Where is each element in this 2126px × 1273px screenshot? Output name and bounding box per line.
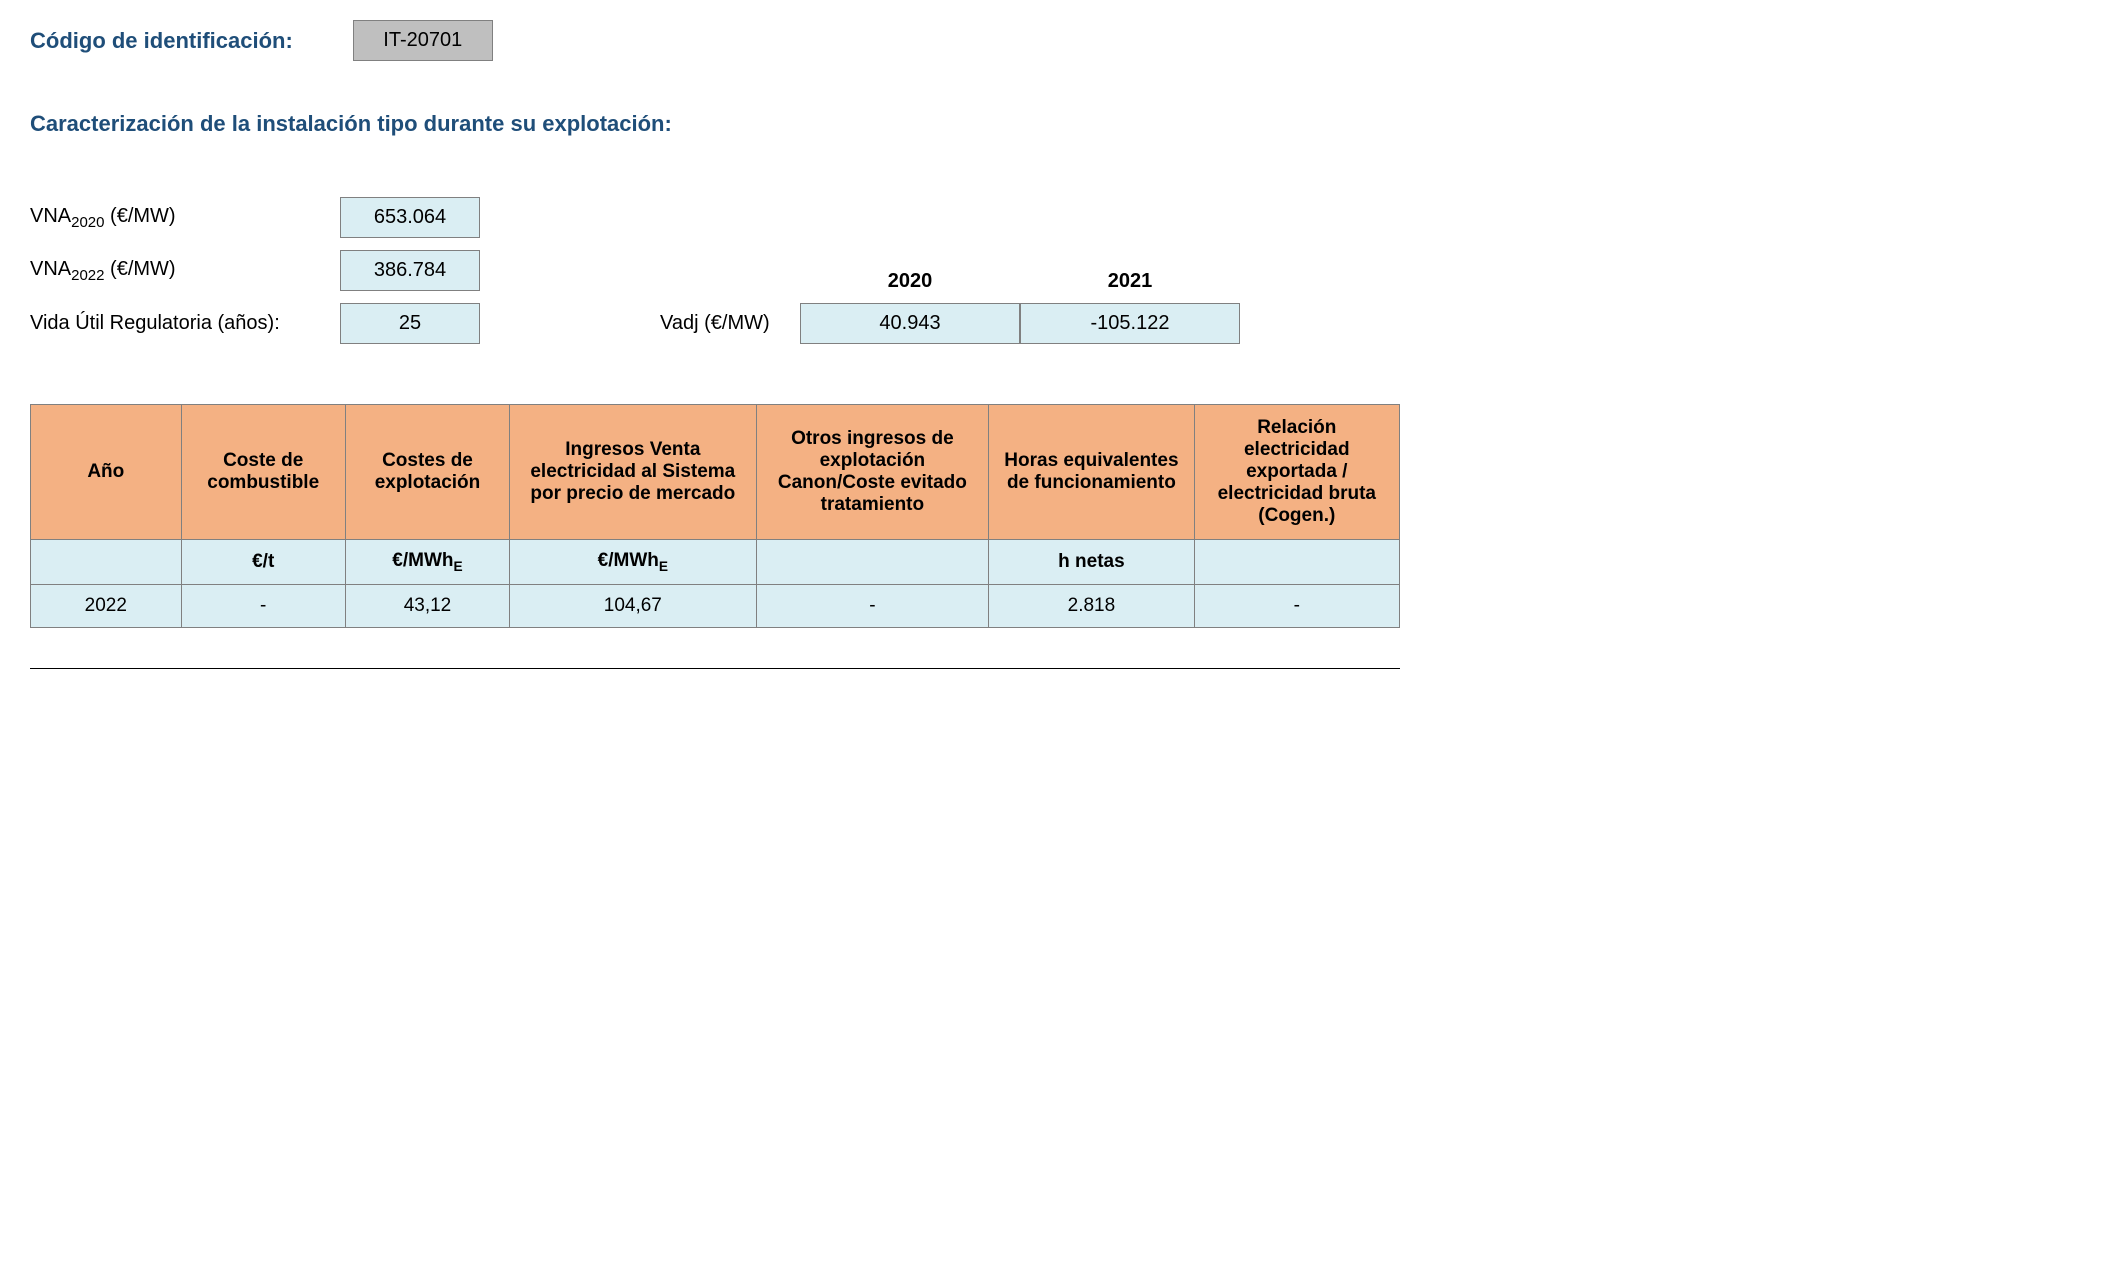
table-cell-0-5: 2.818 — [989, 584, 1194, 627]
table-row: 2022-43,12104,67-2.818- — [31, 584, 1400, 627]
vna2022-label-pre: VNA — [30, 258, 71, 280]
vadj-label: Vadj (€/MW) — [660, 312, 800, 335]
params-left: VNA2020 (€/MW) 653.064 VNA2022 (€/MW) 38… — [30, 197, 480, 344]
vna2020-label-post: (€/MW) — [105, 205, 176, 227]
table-cell-0-6: - — [1194, 584, 1399, 627]
table-header-4: Otros ingresos de explotación Canon/Cost… — [756, 405, 989, 540]
table-header-row: AñoCoste de combustibleCostes de explota… — [31, 405, 1400, 540]
section-title: Caracterización de la instalación tipo d… — [30, 111, 2096, 137]
table-header-3: Ingresos Venta electricidad al Sistema p… — [510, 405, 756, 540]
code-label: Código de identificación: — [30, 28, 293, 54]
table-unit-0 — [31, 540, 182, 585]
vna2022-label-post: (€/MW) — [105, 258, 176, 280]
header-row: Código de identificación: IT-20701 — [30, 20, 2096, 61]
vna2022-label-sub: 2022 — [71, 267, 104, 284]
table-unit-6 — [1194, 540, 1399, 585]
vna2020-label-pre: VNA — [30, 205, 71, 227]
table-header-6: Relación electricidad exportada / electr… — [1194, 405, 1399, 540]
vadj-year-headers: 2020 2021 — [660, 270, 1240, 293]
main-table: AñoCoste de combustibleCostes de explota… — [30, 404, 1400, 628]
param-vna2022: VNA2022 (€/MW) 386.784 — [30, 250, 480, 291]
table-unit-4 — [756, 540, 989, 585]
table-unit-3: €/MWhE — [510, 540, 756, 585]
vna2020-label-sub: 2020 — [71, 214, 104, 231]
table-cell-0-0: 2022 — [31, 584, 182, 627]
table-cell-0-2: 43,12 — [345, 584, 509, 627]
table-header-2: Costes de explotación — [345, 405, 509, 540]
vna2022-value: 386.784 — [340, 250, 480, 291]
table-header-0: Año — [31, 405, 182, 540]
vna2020-label: VNA2020 (€/MW) — [30, 205, 340, 231]
vna2020-value: 653.064 — [340, 197, 480, 238]
vadj-value-0: 40.943 — [800, 303, 1020, 344]
vna2022-label: VNA2022 (€/MW) — [30, 258, 340, 284]
vadj-value-1: -105.122 — [1020, 303, 1240, 344]
vadj-year-0: 2020 — [800, 270, 1020, 293]
vida-util-label: Vida Útil Regulatoria (años): — [30, 312, 340, 335]
table-units-row: €/t€/MWhE€/MWhEh netas — [31, 540, 1400, 585]
table-unit-5: h netas — [989, 540, 1194, 585]
params-section: VNA2020 (€/MW) 653.064 VNA2022 (€/MW) 38… — [30, 197, 2096, 344]
param-vida-util: Vida Útil Regulatoria (años): 25 — [30, 303, 480, 344]
table-unit-1: €/t — [181, 540, 345, 585]
table-cell-0-3: 104,67 — [510, 584, 756, 627]
table-header-1: Coste de combustible — [181, 405, 345, 540]
vadj-year-1: 2021 — [1020, 270, 1240, 293]
table-cell-0-4: - — [756, 584, 989, 627]
code-value-box: IT-20701 — [353, 20, 493, 61]
table-header-5: Horas equivalentes de funcionamiento — [989, 405, 1194, 540]
vadj-spacer — [660, 270, 800, 293]
vadj-row: Vadj (€/MW) 40.943 -105.122 — [660, 303, 1240, 344]
table-cell-0-1: - — [181, 584, 345, 627]
vida-util-value: 25 — [340, 303, 480, 344]
table-unit-2: €/MWhE — [345, 540, 509, 585]
vadj-block: 2020 2021 Vadj (€/MW) 40.943 -105.122 — [660, 270, 1240, 344]
divider-line — [30, 668, 1400, 669]
param-vna2020: VNA2020 (€/MW) 653.064 — [30, 197, 480, 238]
